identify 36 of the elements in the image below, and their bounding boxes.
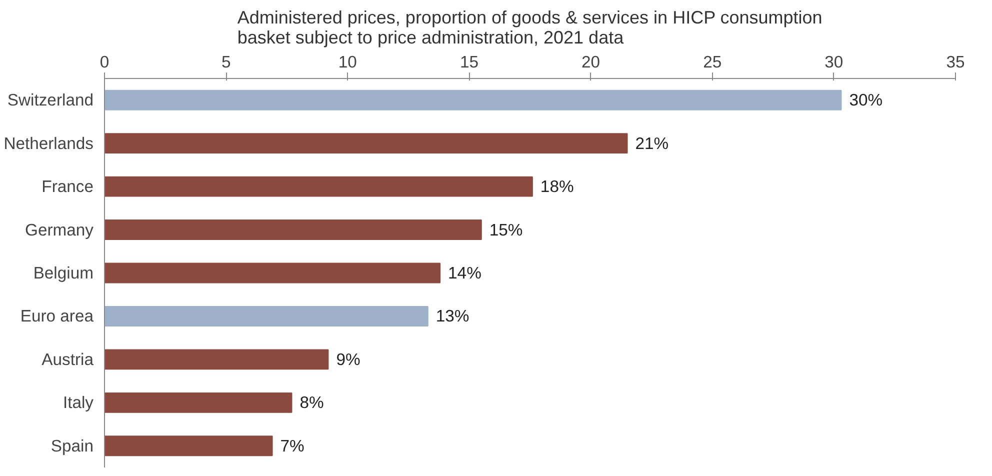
bar — [104, 90, 842, 110]
data-label: 14% — [448, 264, 482, 282]
x-tick-label: 15 — [460, 52, 478, 72]
y-tick-label: Spain — [50, 436, 94, 456]
bar — [104, 349, 329, 370]
bar — [104, 220, 482, 240]
y-tick-label: Euro area — [20, 306, 94, 326]
bar — [104, 392, 292, 413]
bar — [104, 436, 273, 456]
data-label: 13% — [436, 306, 470, 326]
data-label: 9% — [336, 350, 360, 369]
x-tick-label: 20 — [582, 52, 600, 72]
data-label: 30% — [849, 90, 883, 110]
x-tick-label: 35 — [946, 52, 965, 72]
y-tick-label: Switzerland — [7, 90, 94, 110]
bar — [104, 133, 628, 154]
chart-title: Administered prices, proportion of goods & services in HICP consumption basket subject to price administration, 2021 data — [237, 8, 822, 48]
x-tick-label: 30 — [824, 52, 844, 72]
y-tick-label: Netherlands — [4, 134, 94, 153]
data-label: 18% — [540, 177, 574, 196]
bar — [104, 176, 533, 197]
data-label: 8% — [300, 393, 324, 412]
data-label: 21% — [635, 134, 669, 153]
x-tick-label: 5 — [221, 52, 231, 72]
y-tick-label: Austria — [42, 350, 94, 369]
bar — [104, 262, 441, 284]
x-tick-label: 0 — [100, 52, 110, 72]
y-tick-label: Belgium — [33, 264, 94, 282]
data-label: 7% — [280, 436, 305, 456]
y-tick-label: Germany — [25, 220, 94, 240]
x-tick-label: 10 — [338, 52, 357, 72]
y-tick-label: Italy — [62, 393, 94, 412]
y-tick-label: France — [42, 177, 94, 196]
data-label: 15% — [489, 220, 523, 240]
bar — [104, 306, 428, 326]
x-tick-label: 25 — [703, 52, 722, 72]
